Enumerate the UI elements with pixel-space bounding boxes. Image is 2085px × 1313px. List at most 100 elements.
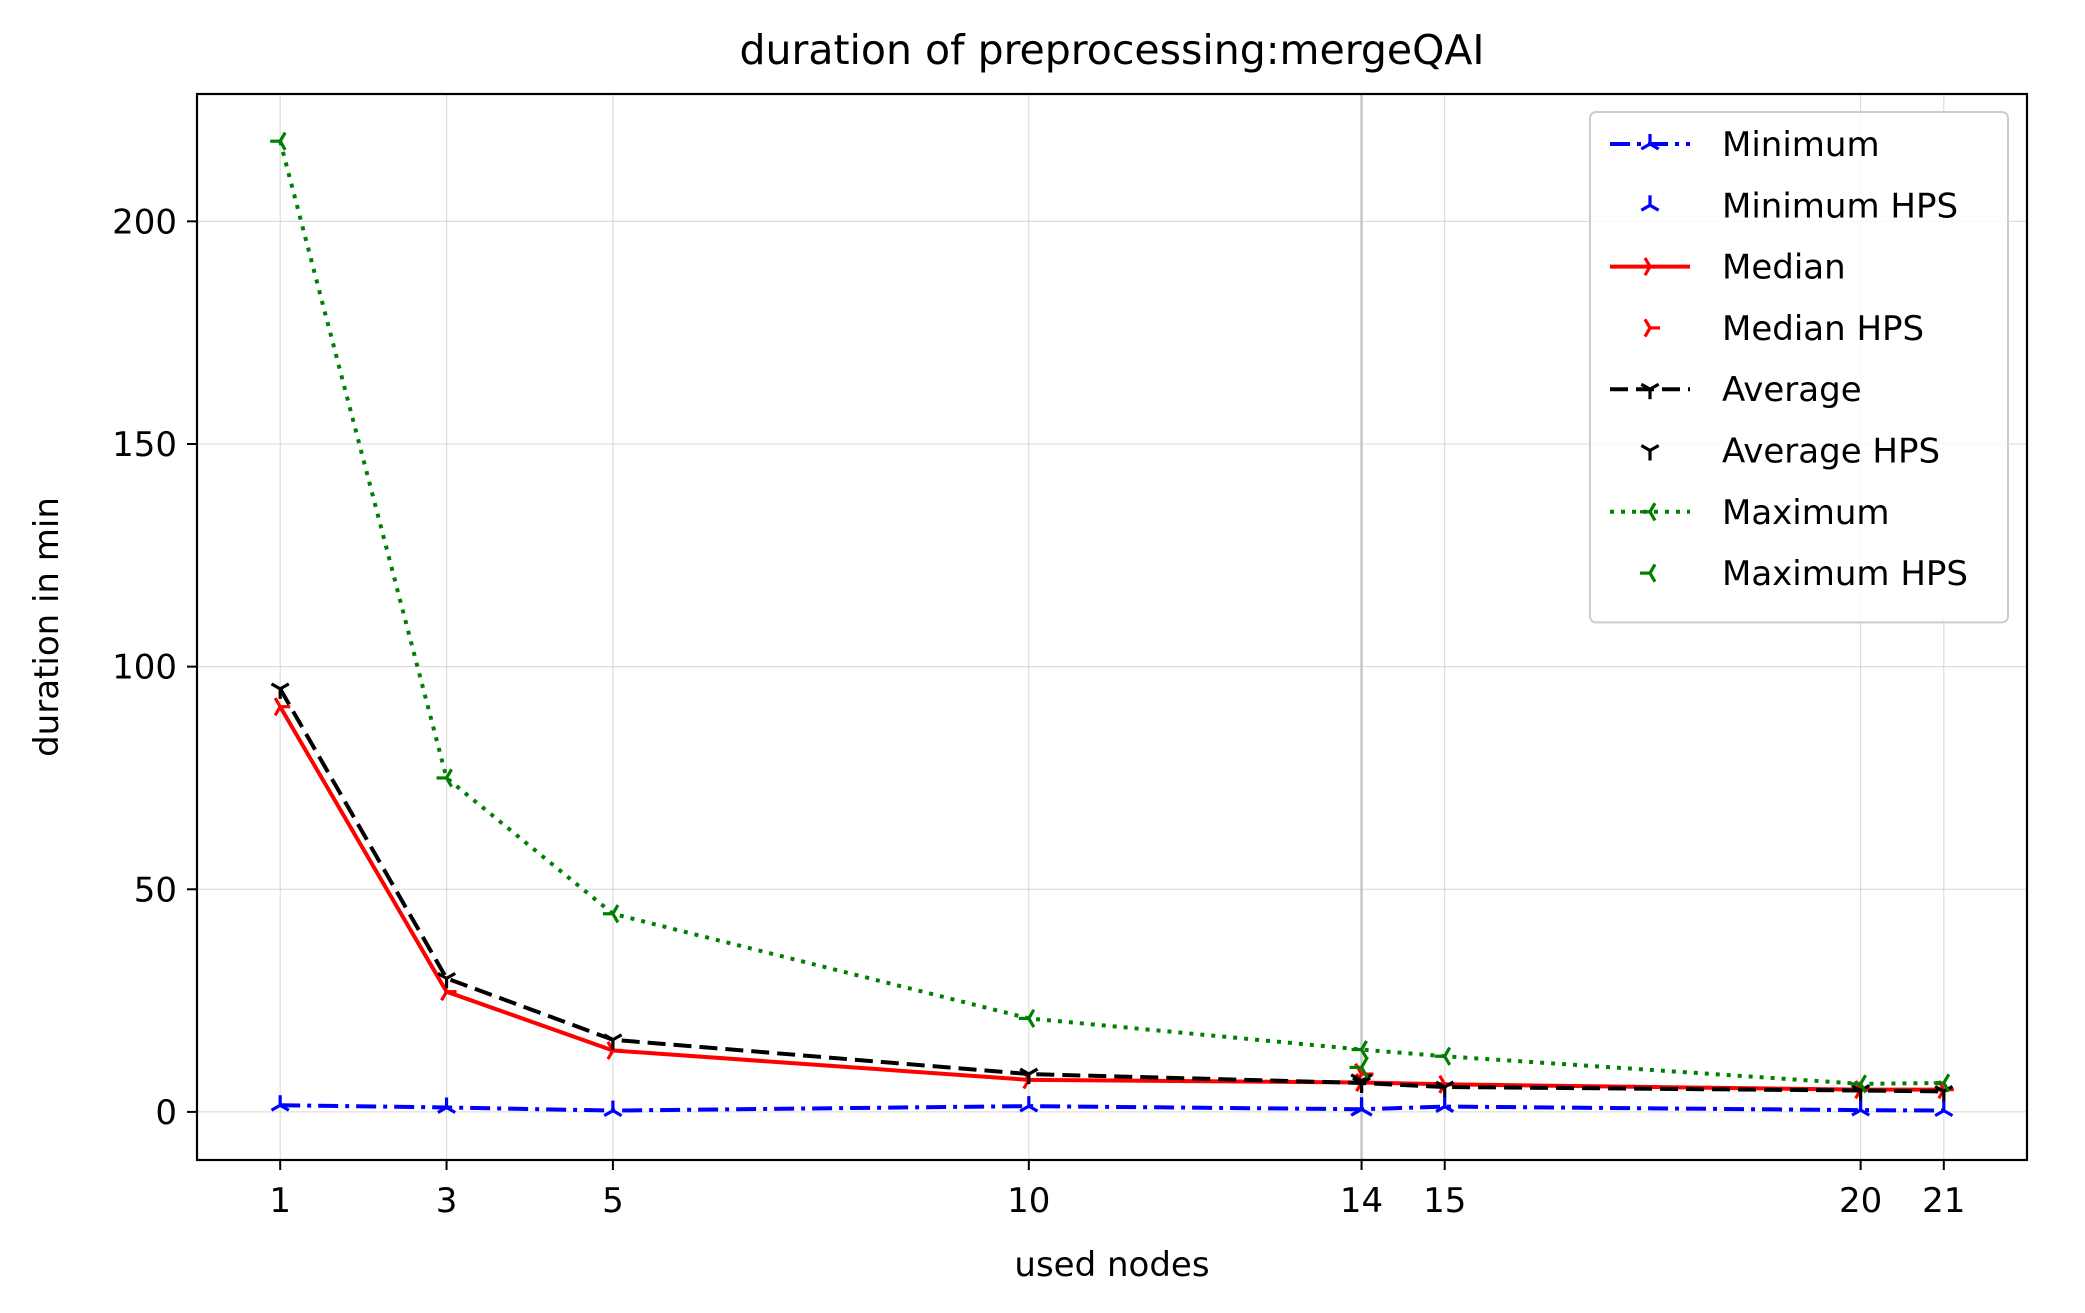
series-maximum: [270, 131, 1951, 1094]
data-point-maximum: [270, 131, 287, 151]
legend-marker-median-hps: [1643, 318, 1660, 338]
legend-item-maximum: Maximum: [1610, 493, 1890, 533]
legend-marker-average-hps: [1640, 444, 1660, 461]
data-point-minimum-hps: [1350, 1097, 1373, 1117]
legend-label-maximum-hps: Maximum HPS: [1722, 554, 1968, 594]
x-tick-label: 15: [1423, 1181, 1466, 1221]
marker-spoke: [1360, 1040, 1368, 1051]
data-point-maximum-hps: [1349, 1056, 1369, 1079]
marker-spoke: [1640, 444, 1651, 452]
y-tick-label: 100: [112, 648, 177, 688]
x-axis-ticks: 1 3 5 10 14 15 20 21: [269, 1160, 1965, 1221]
marker-spoke: [1028, 1104, 1039, 1113]
marker-spoke: [1859, 1074, 1868, 1085]
data-point-average: [1851, 1084, 1871, 1101]
marker-spoke: [1438, 1074, 1447, 1086]
legend-marker-median: [1643, 257, 1660, 277]
data-point-minimum: [603, 1100, 623, 1117]
marker-spoke: [1443, 1080, 1455, 1089]
legend-label-minimum: Minimum: [1722, 125, 1880, 165]
legend-box: [1589, 111, 2009, 624]
marker-spoke: [1643, 265, 1652, 277]
marker-spoke: [1443, 1105, 1455, 1113]
marker-spoke: [611, 912, 620, 924]
legend-label-minimum-hps: Minimum HPS: [1722, 186, 1958, 226]
data-point-average: [603, 1033, 623, 1050]
legend-marker-minimum: [1640, 134, 1660, 151]
y-axis-title: duration in min: [27, 497, 67, 757]
marker-spoke: [279, 682, 290, 691]
marker-spoke: [445, 768, 453, 779]
y-tick-label: 50: [134, 870, 177, 910]
data-point-minimum: [1019, 1096, 1039, 1113]
x-tick-label: 10: [1007, 1181, 1050, 1221]
series-minimum-hps: [1350, 1097, 1373, 1117]
marker-spoke: [273, 705, 282, 717]
x-tick-label: 3: [436, 1181, 458, 1221]
marker-spoke: [278, 140, 287, 151]
marker-spoke: [437, 1106, 448, 1114]
marker-spoke: [1934, 1085, 1945, 1093]
data-point-average: [437, 971, 457, 989]
marker-spoke: [1350, 1107, 1363, 1117]
legend-item-maximum-hps: Maximum HPS: [1640, 554, 1968, 594]
marker-spoke: [611, 904, 620, 915]
marker-spoke: [612, 1109, 623, 1117]
y-tick-label: 150: [112, 425, 177, 465]
marker-spoke: [1643, 327, 1652, 338]
marker-spoke: [1640, 142, 1651, 151]
marker-spoke: [1443, 1046, 1452, 1058]
marker-spoke: [1643, 257, 1652, 268]
marker-spoke: [1859, 1108, 1871, 1117]
marker-spoke: [1360, 1048, 1368, 1060]
marker-spoke: [1360, 1056, 1369, 1069]
data-point-average: [1019, 1067, 1039, 1085]
x-tick-label: 21: [1922, 1181, 1965, 1221]
marker-spoke: [1640, 203, 1651, 212]
marker-spoke: [603, 1109, 614, 1117]
legend-label-average: Average: [1722, 370, 1862, 410]
marker-spoke: [1934, 1109, 1945, 1117]
legend-label-median: Median: [1722, 248, 1846, 288]
marker-spoke: [612, 1033, 623, 1042]
data-point-median: [440, 982, 457, 1002]
legend-item-minimum-hps: Minimum HPS: [1640, 186, 1958, 226]
series-average: [270, 682, 1954, 1102]
legend-marker-maximum: [1640, 502, 1657, 522]
marker-spoke: [440, 990, 448, 1002]
x-axis-title: used nodes: [1014, 1245, 1209, 1285]
marker-spoke: [606, 1049, 615, 1060]
marker-spoke: [1851, 1084, 1862, 1092]
series-group: [270, 131, 1954, 1117]
marker-spoke: [1360, 1107, 1373, 1117]
marker-spoke: [278, 131, 287, 142]
data-point-average: [270, 682, 290, 699]
legend-item-median: Median: [1610, 248, 1846, 288]
legend-label-median-hps: Median HPS: [1722, 309, 1924, 349]
y-tick-label: 0: [155, 1093, 177, 1133]
chart-title: duration of preprocessing:mergeQAI: [739, 26, 1484, 74]
marker-spoke: [279, 1103, 290, 1112]
marker-spoke: [1019, 1104, 1030, 1113]
marker-spoke: [1649, 382, 1660, 391]
data-point-maximum: [1850, 1074, 1868, 1094]
legend-label-maximum: Maximum: [1722, 493, 1890, 533]
marker-spoke: [270, 682, 281, 691]
y-tick-label: 200: [112, 202, 177, 242]
series-line-minimum: [280, 1103, 1944, 1113]
marker-spoke: [1648, 502, 1657, 513]
data-point-minimum: [1851, 1100, 1871, 1117]
data-point-maximum: [602, 904, 620, 924]
marker-spoke: [1360, 1066, 1369, 1079]
legend-item-average-hps: Average HPS: [1640, 432, 1940, 472]
marker-spoke: [1851, 1108, 1862, 1117]
data-point-minimum: [437, 1097, 457, 1114]
series-maximum-hps: [1349, 1056, 1369, 1079]
marker-spoke: [1019, 1067, 1030, 1076]
marker-spoke: [270, 1103, 281, 1112]
marker-spoke: [1028, 1067, 1039, 1076]
marker-spoke: [1942, 1073, 1951, 1084]
legend-marker-maximum-hps: [1640, 563, 1657, 583]
marker-spoke: [1640, 382, 1651, 391]
